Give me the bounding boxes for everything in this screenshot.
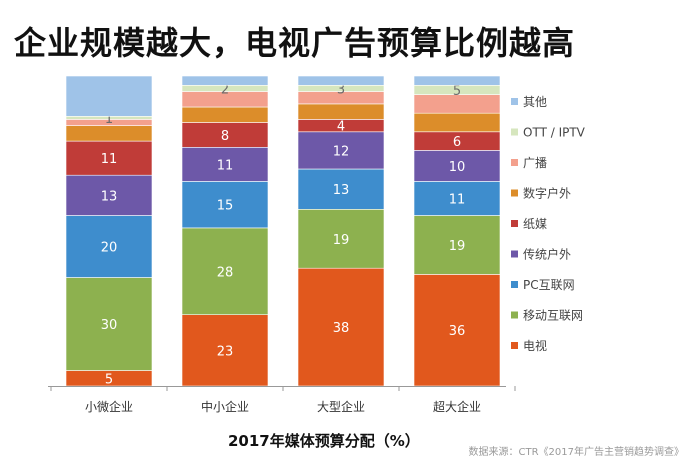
legend-swatch-4: [511, 220, 518, 227]
bar-segment-5-2: [297, 103, 385, 120]
bar-segment-2-1: [181, 181, 269, 229]
data-label-4-0: 11: [101, 152, 118, 167]
category-label-0: 小微企业: [85, 399, 133, 414]
bar-segment-8-2: [297, 75, 385, 86]
bar-segment-5-0: [65, 125, 153, 142]
legend-label-7: 移动互联网: [523, 309, 583, 323]
chart-title: 企业规模越大，电视广告预算比例越高: [14, 24, 576, 62]
data-label-3-1: 11: [217, 158, 234, 173]
chart-caption: 2017年媒体预算分配（%）: [228, 432, 420, 450]
legend-swatch-3: [511, 189, 518, 197]
legend-swatch-7: [511, 311, 518, 319]
data-label-7-1: 2: [221, 82, 229, 97]
data-label-3-2: 12: [333, 144, 350, 159]
bar-segment-3-0: [65, 174, 153, 216]
legend-swatch-5: [511, 250, 518, 258]
legend-swatch-8: [511, 342, 518, 349]
legend-label-2: 广播: [523, 156, 547, 170]
bar-segment-2-3: [413, 181, 501, 216]
category-label-3: 超大企业: [433, 399, 481, 414]
data-source-note: 数据来源：CTR《2017年广告主营销趋势调查》: [468, 447, 685, 458]
data-label-7-3: 5: [453, 84, 461, 99]
data-label-2-0: 20: [101, 241, 118, 256]
bar-segment-4-1: [181, 122, 269, 148]
data-label-4-1: 8: [221, 129, 229, 144]
bar-segment-1-0: [65, 277, 153, 371]
data-label-2-3: 11: [449, 192, 466, 207]
data-label-4-3: 6: [453, 135, 461, 150]
data-label-2-1: 15: [217, 199, 234, 214]
legend-label-6: PC互联网: [523, 278, 575, 292]
bar-segment-8-3: [413, 75, 501, 86]
bar-segment-1-2: [297, 209, 385, 269]
bar-segment-8-1: [181, 75, 269, 86]
data-label-1-1: 28: [217, 265, 234, 280]
data-label-0-1: 23: [217, 344, 234, 359]
legend-label-4: 纸媒: [523, 217, 547, 231]
data-label-4-2: 4: [337, 120, 345, 135]
legend-label-8: 电视: [523, 338, 547, 353]
data-label-3-3: 10: [449, 160, 466, 175]
bar-segment-1-3: [413, 215, 501, 275]
legend-label-0: 其他: [523, 95, 547, 109]
data-label-7-2: 3: [337, 82, 345, 97]
bar-segment-2-2: [297, 168, 385, 210]
legend-swatch-0: [511, 98, 518, 105]
data-label-0-0: 5: [105, 372, 113, 387]
data-label-7-0: 1: [105, 112, 113, 127]
data-label-1-2: 19: [333, 233, 350, 248]
bar-segment-0-3: [413, 274, 501, 387]
legend-swatch-6: [511, 281, 518, 288]
bar-segment-0-1: [181, 314, 269, 387]
bar-segment-0-2: [297, 267, 385, 387]
bar-segment-3-2: [297, 131, 385, 170]
category-label-1: 中小企业: [201, 399, 249, 414]
legend-label-3: 数字户外: [523, 186, 571, 201]
data-label-2-2: 13: [333, 183, 350, 198]
legend-swatch-2: [511, 159, 518, 166]
legend-swatch-1: [511, 128, 518, 136]
bar-segment-3-1: [181, 147, 269, 182]
data-label-3-0: 13: [101, 189, 118, 204]
legend-label-5: 传统户外: [523, 247, 571, 262]
bar-segment-5-1: [181, 106, 269, 123]
data-label-1-0: 30: [101, 318, 118, 333]
data-label-1-3: 19: [449, 239, 466, 254]
data-label-0-2: 38: [333, 321, 350, 336]
data-label-0-3: 36: [449, 324, 466, 339]
bar-segment-5-3: [413, 112, 501, 133]
legend-label-1: OTT / IPTV: [523, 126, 586, 140]
bar-segment-2-0: [65, 215, 153, 278]
bar-segment-3-3: [413, 150, 501, 182]
category-label-2: 大型企业: [317, 399, 365, 414]
bar-segment-1-1: [181, 227, 269, 315]
bar-segment-8-0: [65, 75, 153, 117]
